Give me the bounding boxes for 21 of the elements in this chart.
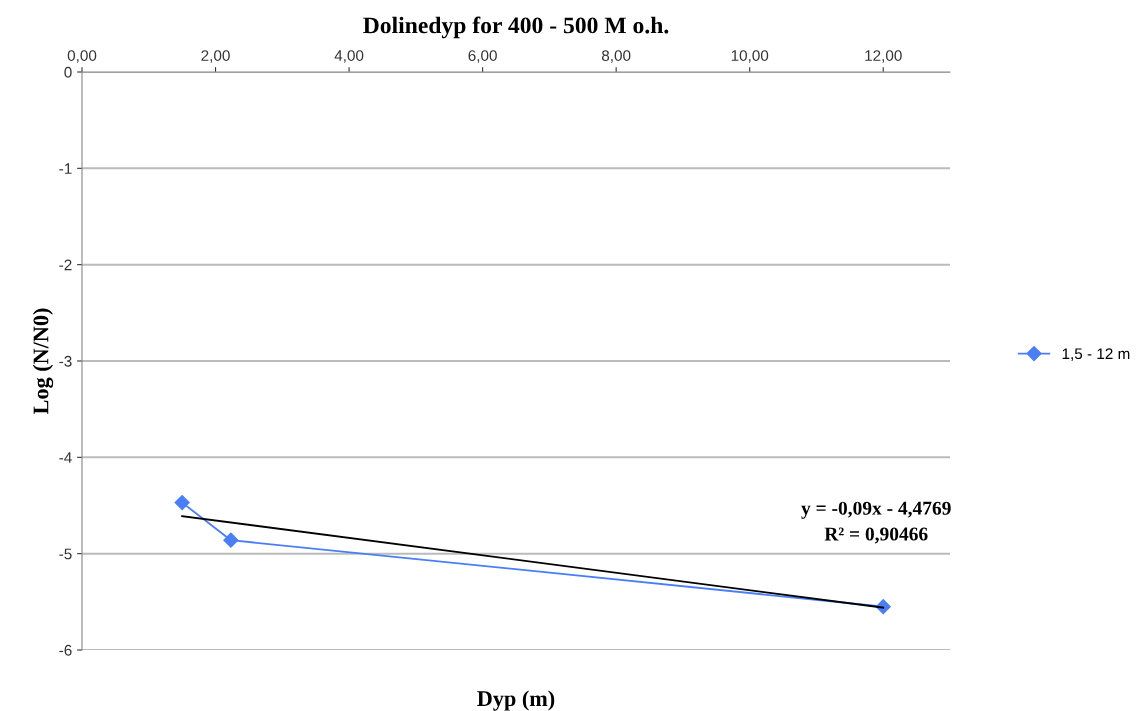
x-tick-label: 10,00: [731, 50, 769, 63]
x-tick-label: 8,00: [601, 50, 631, 63]
x-tick-label: 4,00: [334, 50, 364, 63]
y-tick-label: -4: [59, 452, 72, 463]
x-tick-label: 6,00: [468, 50, 497, 63]
x-tick-label: 0,00: [67, 50, 97, 63]
annotation: y = -0,09x - 4,4769 R² = 0,90466: [801, 501, 951, 544]
y-tick-label: -6: [59, 644, 72, 656]
y-axis-title: Log (N/N0): [32, 308, 54, 415]
y-tick-label: -3: [59, 355, 72, 367]
y-tick-label: -1: [59, 163, 72, 174]
point: [223, 532, 239, 548]
y-tick-label: 0: [64, 66, 72, 78]
legend-label: 1,5 - 12 m: [1062, 348, 1130, 361]
y-tick-label: -5: [59, 548, 72, 560]
chart-title: Dolinedyp for 400 - 500 M o.h.: [363, 16, 669, 39]
x-tick-label: 2,00: [201, 50, 230, 63]
x-tick-label: 12,00: [865, 50, 902, 63]
point: [174, 495, 190, 511]
x-axis-title: Dyp (m): [477, 690, 555, 711]
y-tick-label: -2: [59, 259, 72, 271]
